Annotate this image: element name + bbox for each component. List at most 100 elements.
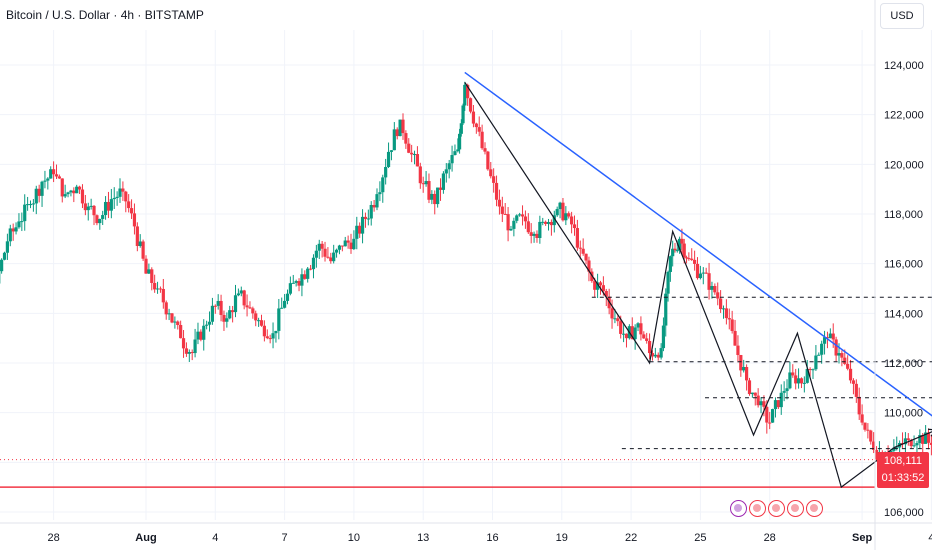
candle-body [138,241,142,247]
candle-body [822,337,827,344]
flag-us-icon[interactable] [749,500,766,517]
candle-body [46,178,50,181]
candle-body [636,323,640,328]
x-tick-label: 16 [486,532,498,544]
currency-selector[interactable]: USD [880,3,924,29]
candle-body [184,348,189,354]
candle-body [8,228,12,242]
candle-body [831,333,835,340]
candle-body [121,188,125,192]
candle-body [179,325,183,339]
candle-body [610,308,614,319]
candle-body [895,447,899,449]
candle-body [334,249,339,253]
candle-body [834,339,838,356]
candle-body [181,338,186,349]
candle-body [791,372,795,376]
candle-body [526,221,530,233]
candle-body [447,163,451,170]
candle-body [817,354,821,356]
candle-body [805,368,809,383]
flag-us-icon[interactable] [768,500,785,517]
candle-body [820,343,824,355]
candle-body [785,388,789,392]
candle-body [564,213,568,221]
flag-us-icon[interactable] [806,500,823,517]
candle-body [707,273,711,290]
candle-body [69,190,73,193]
candle-body [659,348,663,358]
candle-body [915,443,919,446]
candle-body [666,271,670,294]
candle-body [698,273,702,279]
candle-body [418,166,422,184]
candle-body [578,247,582,249]
candle-body [926,432,931,443]
candle-body [199,331,203,340]
candle-body [320,243,324,249]
candle-body [456,149,460,152]
candle-body [112,197,116,200]
candle-body [265,336,269,339]
x-tick-label: 19 [556,532,568,544]
candle-body [604,290,608,297]
candle-body [37,188,41,196]
candle-body [398,119,402,137]
candle-body [541,221,545,223]
candle-body [436,187,440,205]
y-tick-label: 114,000 [884,308,923,320]
candle-body [523,216,528,222]
candle-body [742,366,746,371]
candle-body [701,272,705,274]
x-tick-label: 10 [348,532,360,544]
candle-body [656,354,660,358]
candle-body [49,169,53,179]
candle-body [630,326,634,340]
candle-body [814,355,818,370]
candle-body [678,238,682,251]
candle-body [768,422,772,424]
candle-body [52,169,56,175]
event-icon[interactable] [730,500,747,517]
candle-body [205,324,209,326]
candle-body [421,183,425,185]
candle-body [346,240,350,243]
candle-body [43,180,47,182]
candle-body [779,392,783,408]
candle-body [483,148,487,152]
candle-body [308,268,313,270]
candle-body [450,155,454,164]
candle-body [461,105,465,124]
candle-body [782,391,786,393]
candle-body [132,213,137,227]
economic-events[interactable] [730,500,823,517]
candle-body [675,250,679,252]
candle-body [745,366,749,381]
candle-body [129,208,134,214]
candle-body [837,353,841,356]
flag-us-icon[interactable] [787,500,804,517]
candle-body [332,252,336,262]
candle-body [75,186,79,194]
candle-body [695,263,700,279]
candle-body [613,318,617,320]
candle-body [567,213,571,217]
candle-body [60,178,64,197]
candle-body [127,201,131,209]
candle-body [11,228,15,232]
candle-body [358,225,362,234]
candle-body [690,258,694,260]
candle-body [17,221,21,228]
candle-body [733,330,737,346]
candle-body [598,282,603,286]
candle-body [80,189,85,204]
candle-body [161,288,165,303]
candle-body [558,202,562,210]
candle-body [624,333,629,339]
candle-body [375,194,379,208]
candle-body [158,288,163,290]
candle-body [860,414,864,423]
candle-body [31,203,35,205]
candle-body [153,282,157,290]
